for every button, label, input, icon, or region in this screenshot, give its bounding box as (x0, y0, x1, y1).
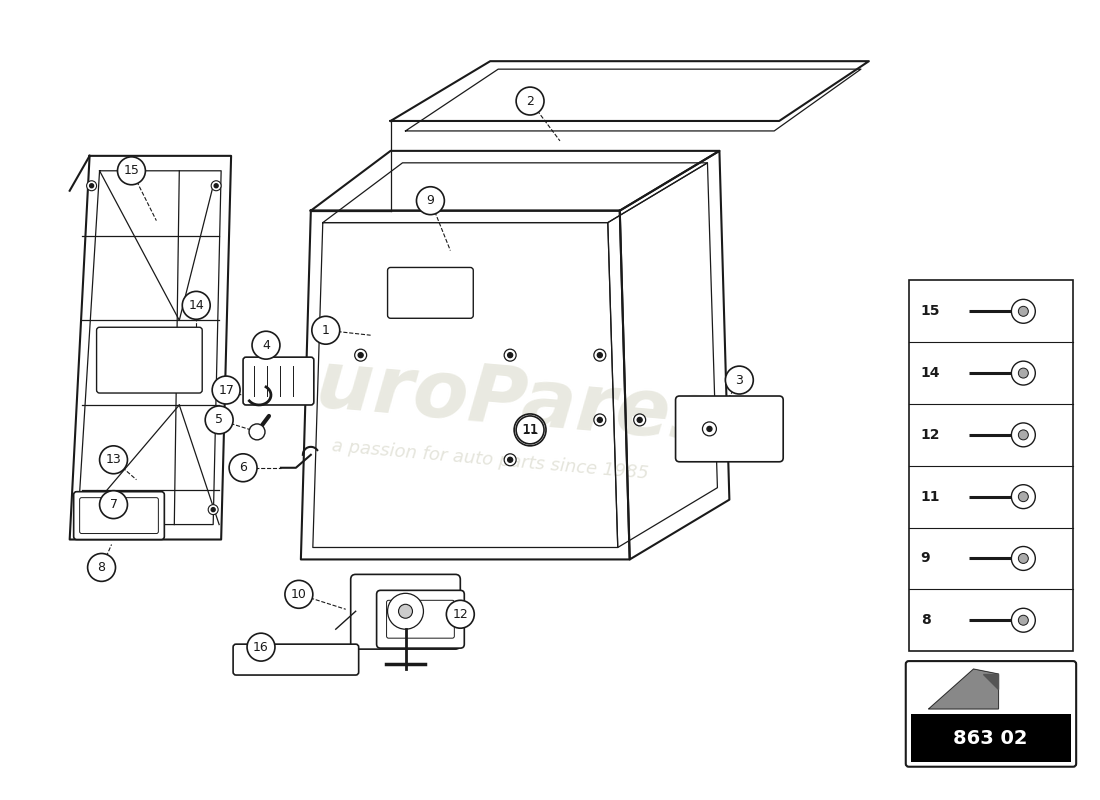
Circle shape (1019, 306, 1028, 316)
FancyBboxPatch shape (243, 357, 314, 405)
Text: 12: 12 (921, 428, 940, 442)
Text: 863 02: 863 02 (954, 730, 1027, 748)
Text: 10: 10 (290, 588, 307, 601)
Circle shape (1011, 608, 1035, 632)
Text: 4: 4 (262, 338, 270, 352)
Circle shape (447, 600, 474, 628)
Circle shape (211, 181, 221, 190)
Text: 11: 11 (921, 490, 940, 504)
Circle shape (597, 353, 603, 358)
Text: 15: 15 (921, 304, 940, 318)
FancyBboxPatch shape (74, 492, 164, 539)
Polygon shape (983, 674, 999, 689)
Circle shape (507, 458, 513, 462)
Text: 13: 13 (106, 454, 121, 466)
Circle shape (359, 353, 363, 358)
Text: 2: 2 (526, 94, 534, 107)
Text: 9: 9 (921, 551, 931, 566)
Text: 16: 16 (253, 641, 268, 654)
Circle shape (514, 414, 546, 446)
Circle shape (504, 454, 516, 466)
Circle shape (417, 186, 444, 214)
Circle shape (211, 508, 216, 512)
Circle shape (248, 633, 275, 661)
Circle shape (1011, 485, 1035, 509)
Circle shape (1019, 615, 1028, 626)
Bar (909, 281, 1074, 651)
Text: 14: 14 (188, 299, 205, 312)
Circle shape (516, 416, 544, 444)
Text: 15: 15 (123, 164, 140, 178)
Circle shape (1019, 368, 1028, 378)
FancyBboxPatch shape (79, 498, 158, 534)
Circle shape (87, 181, 97, 190)
Circle shape (206, 406, 233, 434)
FancyBboxPatch shape (233, 644, 359, 675)
FancyBboxPatch shape (351, 574, 460, 649)
Text: 11: 11 (522, 423, 538, 436)
Circle shape (89, 184, 94, 188)
Circle shape (249, 424, 265, 440)
Text: 11: 11 (521, 423, 539, 437)
Polygon shape (928, 669, 999, 709)
Circle shape (100, 446, 128, 474)
Text: euroPares: euroPares (258, 342, 722, 458)
Circle shape (1019, 492, 1028, 502)
Circle shape (594, 414, 606, 426)
Text: 6: 6 (239, 462, 248, 474)
Circle shape (707, 426, 712, 431)
FancyBboxPatch shape (387, 267, 473, 318)
Circle shape (387, 594, 424, 630)
Circle shape (634, 414, 646, 426)
Circle shape (214, 184, 218, 188)
Text: 12: 12 (452, 608, 469, 621)
Text: 17: 17 (218, 383, 234, 397)
Bar (911, 714, 1071, 762)
Circle shape (354, 349, 366, 361)
Text: 14: 14 (921, 366, 940, 380)
Circle shape (398, 604, 412, 618)
Circle shape (183, 291, 210, 319)
Circle shape (703, 422, 716, 436)
Circle shape (1011, 299, 1035, 323)
Circle shape (77, 505, 87, 514)
Circle shape (79, 508, 84, 512)
Circle shape (100, 490, 128, 518)
FancyBboxPatch shape (386, 600, 454, 638)
FancyBboxPatch shape (376, 590, 464, 648)
Circle shape (516, 87, 544, 115)
Circle shape (212, 376, 240, 404)
Circle shape (118, 157, 145, 185)
Text: 3: 3 (736, 374, 744, 386)
Circle shape (1019, 554, 1028, 563)
FancyBboxPatch shape (675, 396, 783, 462)
Circle shape (725, 366, 754, 394)
Circle shape (1011, 361, 1035, 385)
FancyBboxPatch shape (97, 327, 202, 393)
Circle shape (311, 316, 340, 344)
Text: 5: 5 (216, 414, 223, 426)
Text: 7: 7 (110, 498, 118, 511)
Text: a passion for auto parts since 1985: a passion for auto parts since 1985 (331, 437, 649, 482)
Circle shape (597, 418, 603, 422)
Circle shape (88, 554, 116, 582)
FancyBboxPatch shape (905, 661, 1076, 766)
Circle shape (208, 505, 218, 514)
Circle shape (504, 349, 516, 361)
Text: 1: 1 (322, 324, 330, 337)
Circle shape (1011, 546, 1035, 570)
Text: 8: 8 (921, 614, 931, 627)
Text: 9: 9 (427, 194, 434, 207)
Circle shape (1011, 423, 1035, 447)
Circle shape (229, 454, 257, 482)
Text: 8: 8 (98, 561, 106, 574)
Circle shape (1019, 430, 1028, 440)
Circle shape (637, 418, 642, 422)
Circle shape (252, 331, 279, 359)
Circle shape (594, 349, 606, 361)
Circle shape (285, 580, 312, 608)
Circle shape (507, 353, 513, 358)
